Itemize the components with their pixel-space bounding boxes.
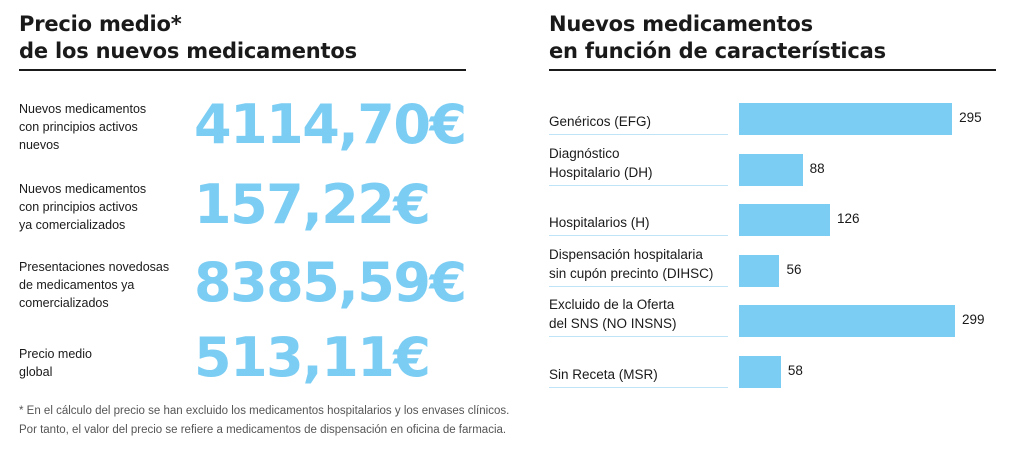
price-label-line: global: [19, 365, 53, 379]
price-value: 8385,59€: [194, 251, 467, 314]
price-label-line: con principios activos: [19, 200, 138, 214]
price-label: Nuevos medicamentos con principios activ…: [19, 100, 189, 154]
bar-category-label: Hospitalarios (H): [549, 213, 739, 232]
bar-data-label: 299: [962, 312, 985, 327]
price-label-line: Nuevos medicamentos: [19, 182, 147, 196]
footnote-line-1: * En el cálculo del precio se han exclui…: [19, 405, 510, 417]
row-divider: [549, 184, 728, 186]
bar-data-label: 126: [837, 211, 860, 226]
bar-row: Genéricos (EFG) 295: [549, 85, 999, 135]
footnote: * En el cálculo del precio se han exclui…: [19, 402, 509, 440]
bar-category-label-line: Excluido de la Oferta: [549, 297, 675, 312]
bar: [739, 103, 953, 135]
price-row-global-average: Precio medio global 513,11€: [19, 328, 469, 405]
price-value: 157,22€: [194, 173, 431, 236]
left-panel-title: Precio medio* de los nuevos medicamentos: [19, 11, 357, 65]
bar-data-label: 295: [959, 110, 982, 125]
price-label-line: ya comercializados: [19, 218, 126, 232]
price-label-line: con principios activos: [19, 120, 138, 134]
right-title-divider: [549, 69, 996, 71]
bar-category-label-line: Genéricos (EFG): [549, 114, 652, 129]
row-divider: [549, 386, 728, 388]
bar: [739, 153, 803, 186]
price-value: 513,11€: [194, 326, 431, 389]
bar-category-label-line: Hospitalarios (H): [549, 215, 650, 230]
bar-row: Diagnóstico Hospitalario (DH) 88: [549, 136, 999, 186]
price-label-line: de medicamentos ya: [19, 278, 135, 292]
bar-category-label-line: del SNS (NO INSNS): [549, 316, 677, 331]
price-row-novel-presentations: Presentaciones novedosas de medicamentos…: [19, 253, 469, 318]
price-label-line: Precio medio: [19, 347, 92, 361]
bar: [739, 305, 955, 337]
price-label-line: nuevos: [19, 138, 60, 152]
footnote-line-2: Por tanto, el valor del precio se refier…: [19, 424, 507, 436]
price-row-existing-active-ingredients: Nuevos medicamentos con principios activ…: [19, 175, 469, 240]
left-title-line-1: Precio medio*: [19, 12, 182, 36]
bar-data-label: 56: [786, 261, 802, 277]
bar-category-label-line: Hospitalario (DH): [549, 164, 653, 180]
bar-data-label: 88: [809, 160, 825, 176]
bar-category-label-line: Sin Receta (MSR): [549, 366, 658, 382]
left-title-line-2: de los nuevos medicamentos: [19, 39, 357, 63]
price-row-new-active-ingredients: Nuevos medicamentos con principios activ…: [19, 95, 469, 160]
bar-category-label: Dispensación hospitalaria sin cupón preci…: [549, 245, 739, 283]
bar-category-label: Diagnóstico Hospitalario (DH): [549, 144, 739, 182]
row-divider: [549, 285, 728, 287]
bar-category-label-line: Diagnóstico: [549, 145, 620, 161]
bar-category-label: Genéricos (EFG): [549, 112, 739, 131]
bar-category-label: Sin Receta (MSR): [549, 365, 739, 384]
right-title-line-1: Nuevos medicamentos: [549, 12, 813, 36]
bar: [739, 254, 780, 287]
bar-category-label-line: sin cupón precinto (DIHSC): [549, 265, 714, 281]
price-label: Precio medio global: [19, 345, 189, 381]
price-label: Nuevos medicamentos con principios activ…: [19, 180, 189, 234]
bar-category-label-line: Dispensación hospitalaria: [549, 246, 703, 262]
price-label-line: Nuevos medicamentos: [19, 102, 147, 116]
price-value: 4114,70€: [194, 93, 467, 156]
left-title-divider: [19, 69, 466, 71]
price-label-line: comercializados: [19, 296, 109, 310]
bar-row: Excluido de la Oferta del SNS (NO INSNS) 2…: [549, 287, 999, 337]
right-panel-title: Nuevos medicamentos en función de caract…: [549, 11, 886, 65]
row-divider: [549, 134, 728, 135]
bar-row: Sin Receta (MSR) 58: [549, 338, 999, 388]
row-divider: [549, 235, 728, 236]
price-label: Presentaciones novedosas de medicamentos…: [19, 258, 189, 312]
bar: [739, 355, 781, 388]
bar-row: Hospitalarios (H) 126: [549, 186, 999, 236]
row-divider: [549, 336, 728, 337]
right-title-line-2: en función de características: [549, 39, 886, 63]
bar-category-label: Excluido de la Oferta del SNS (NO INSNS): [549, 295, 739, 333]
bar-row: Dispensación hospitalaria sin cupón preci…: [549, 237, 999, 287]
bar-data-label: 58: [787, 362, 803, 378]
price-label-line: Presentaciones novedosas: [19, 260, 170, 274]
bar: [739, 204, 831, 236]
